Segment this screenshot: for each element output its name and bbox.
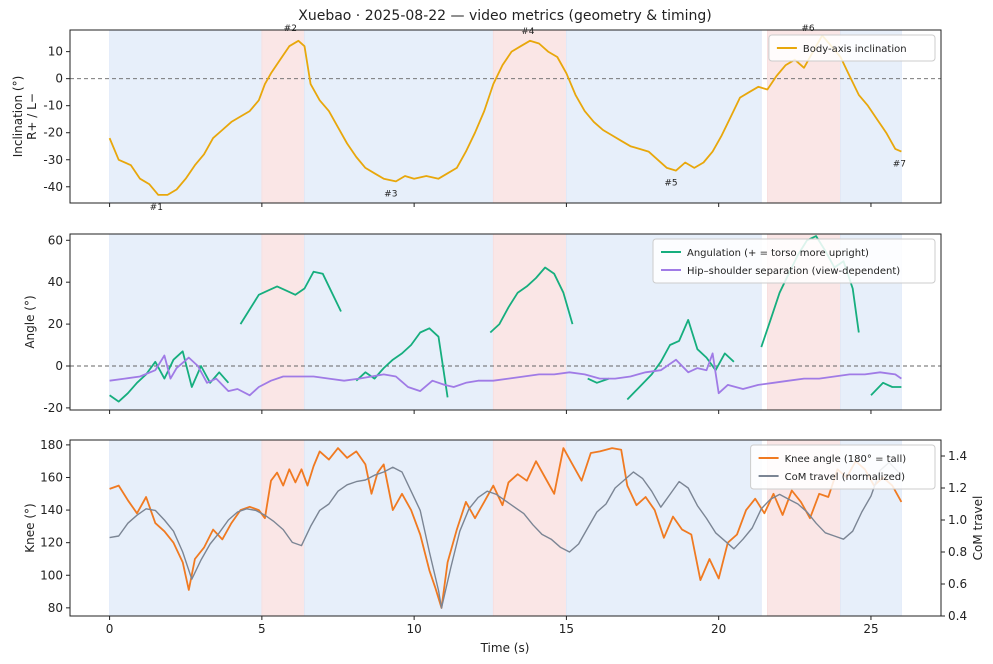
y-axis-label: Inclination (°): [11, 76, 25, 158]
phase-span: [492, 439, 567, 617]
peak-annotation: #2: [284, 24, 297, 34]
series-line-bodyaxis: [108, 34, 902, 196]
series-group: [109, 447, 903, 609]
y-axis-label: Angle (°): [23, 295, 37, 348]
peak-annotation: #1: [150, 203, 163, 213]
y-tick-label: -20: [43, 401, 63, 415]
y-axis-label: Knee (°): [23, 503, 37, 552]
chart-title: Xuebao · 2025-08-22 — video metrics (geo…: [298, 8, 712, 24]
phase-span: [261, 29, 305, 204]
y-tick-label: 0: [55, 72, 63, 86]
series-line-knee: [109, 447, 903, 609]
phase-span: [261, 439, 305, 617]
legend-box: [750, 444, 936, 490]
legend: Body-axis inclination: [768, 34, 936, 62]
y-tick-label: 160: [40, 470, 63, 484]
y-tick-label: -30: [43, 153, 63, 167]
legend-label: Hip–shoulder separation (view-dependent): [687, 266, 900, 277]
x-tick-label: 10: [406, 622, 421, 636]
series-line-angulation: [109, 350, 230, 403]
legend-box: [652, 238, 936, 284]
peak-annotation: #6: [801, 24, 815, 34]
y-right-tick-label: 1.2: [948, 481, 967, 495]
legend-label: Angulation (+ = torso more upright): [687, 248, 869, 259]
series-line-angulation: [239, 270, 342, 325]
phase-span: [492, 29, 567, 204]
series-line-com: [109, 461, 902, 609]
peak-annotation: #5: [664, 179, 677, 189]
y-right-tick-label: 0.4: [948, 609, 967, 623]
y-tick-label: -10: [43, 99, 63, 113]
phase-span: [109, 439, 263, 617]
x-tick-label: 15: [559, 622, 574, 636]
legend-label: CoM travel (normalized): [785, 472, 906, 483]
series-line-hipshoulder: [109, 352, 902, 397]
y-tick-label: 120: [40, 536, 63, 550]
y-axis-label: R+ / L−: [25, 93, 39, 140]
legend-label: Body-axis inclination: [803, 44, 907, 55]
phase-span: [304, 439, 494, 617]
peak-annotation: #7: [893, 160, 906, 170]
phase-span: [492, 233, 567, 411]
y-right-tick-label: 0.6: [948, 577, 967, 591]
legend-box: [768, 34, 936, 62]
peak-annotation: #4: [521, 27, 535, 37]
phase-span: [109, 233, 263, 411]
panel-2: 60 40 20 0 -20 Angle (°) Angulation (+ = torso…: [23, 233, 942, 415]
peak-annotation: #3: [384, 189, 397, 199]
x-tick-label: 0: [106, 622, 114, 636]
series-line-angulation: [870, 381, 902, 396]
y-tick-label: -20: [43, 126, 63, 140]
x-tick-label: 25: [863, 622, 878, 636]
legend-label: Knee angle (180° = tall): [785, 454, 907, 465]
y-tick-label: -40: [43, 180, 63, 194]
y-tick-label: 100: [40, 568, 63, 582]
axes-frame: [69, 439, 942, 617]
phase-span: [304, 233, 494, 411]
y-right-tick-label: 1.0: [948, 513, 967, 527]
legend: Angulation (+ = torso more upright) Hip–s…: [652, 238, 936, 284]
panel-1: 10 0 -10 -20 -30 -40 Inclination (°) R+ / L− #1 #…: [11, 24, 942, 213]
y-tick-label: 20: [48, 317, 63, 331]
axes-frame: [69, 29, 942, 204]
y-tick-label: 0: [55, 359, 63, 373]
series-line-angulation: [587, 377, 610, 384]
y-tick-label: 10: [48, 45, 63, 59]
legend: Knee angle (180° = tall) CoM travel (norm…: [750, 444, 936, 490]
series-group: [108, 34, 902, 196]
phase-span: [566, 439, 762, 617]
series-group: [109, 235, 902, 403]
phase-span: [566, 29, 762, 204]
phase-span: [261, 233, 305, 411]
phase-span: [109, 29, 263, 204]
y-tick-label: 180: [40, 438, 63, 452]
y-tick-label: 40: [48, 275, 63, 289]
y-tick-label: 80: [48, 601, 63, 615]
y-tick-label: 60: [48, 233, 63, 247]
y-right-axis-label: CoM travel: [971, 496, 985, 561]
x-tick-label: 5: [258, 622, 266, 636]
axes-frame: [69, 233, 942, 411]
y-right-tick-label: 0.8: [948, 545, 967, 559]
y-right-tick-label: 1.4: [948, 449, 967, 463]
x-axis-label: Time (s): [480, 641, 530, 655]
y-tick-label: 140: [40, 503, 63, 517]
series-line-angulation: [489, 266, 574, 334]
x-tick-label: 20: [711, 622, 726, 636]
series-line-angulation: [626, 319, 735, 401]
